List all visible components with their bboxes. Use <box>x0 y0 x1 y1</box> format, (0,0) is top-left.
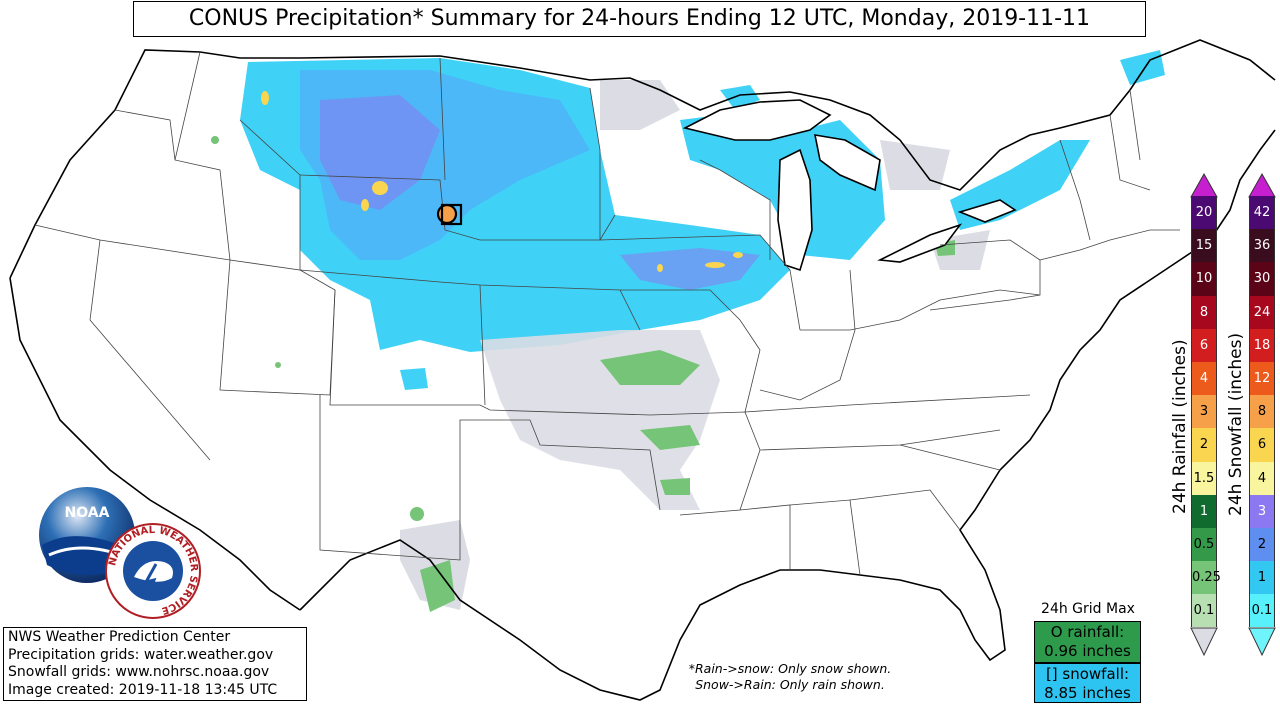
rain-scale-level-3: 3 <box>1191 395 1217 429</box>
map-boundaries <box>9 39 1276 701</box>
snow-scale-bottom-cap <box>1248 627 1276 657</box>
snow-scale-level-2: 2 <box>1249 527 1275 562</box>
grid-max-snow-value: 8.85 inches <box>1044 684 1131 702</box>
rainfall-shading <box>211 136 955 612</box>
snow-scale-level-30: 30 <box>1249 262 1275 296</box>
snow-scale-level-24: 24 <box>1249 295 1275 329</box>
snow-scale-level-36: 36 <box>1249 229 1275 263</box>
note-line: Snow->Rain: Only rain shown. <box>695 677 885 692</box>
credits-line: Image created: 2019-11-18 13:45 UTC <box>8 681 278 698</box>
grid-max-snowfall: [] snowfall: 8.85 inches <box>1034 663 1141 703</box>
heavy-snow-spots <box>261 91 743 272</box>
snow-scale-level-3: 3 <box>1249 494 1275 528</box>
square-marker-icon <box>440 203 463 226</box>
noaa-logo-text: NOAA <box>65 505 110 521</box>
credits-line: Snowfall grids: www.nohrsc.noaa.gov <box>8 664 270 680</box>
nws-logo: NATIONAL WEATHER SERVICE <box>105 523 201 619</box>
rain-scale-top-cap <box>1190 172 1218 198</box>
rain-scale-level-0-1: 0.1 <box>1191 594 1217 628</box>
grid-max-markers <box>436 203 463 226</box>
rain-scale-level-2: 2 <box>1191 428 1217 462</box>
rain-scale-level-10: 10 <box>1191 262 1217 296</box>
snow-scale-level-42: 42 <box>1249 196 1275 230</box>
rain-scale-level-4: 4 <box>1191 361 1217 396</box>
grid-max-snow-label: [] snowfall: <box>1045 665 1130 683</box>
rain-scale-level-6: 6 <box>1191 328 1217 362</box>
snow-scale-top-cap <box>1248 172 1276 198</box>
map-title: CONUS Precipitation* Summary for 24-hour… <box>133 1 1146 37</box>
rainfall-colorbar: 20 15 10 8 6 4 3 2 1.5 1 0.5 0.25 0.1 <box>1191 196 1221 628</box>
credits-line: NWS Weather Prediction Center <box>8 629 231 645</box>
rain-scale-level-0-25: 0.25 <box>1191 561 1221 595</box>
snow-scale-level-1: 1 <box>1249 561 1275 595</box>
rain-scale-level-1: 1 <box>1191 494 1217 528</box>
note-line: *Rain->snow: Only snow shown. <box>688 661 892 676</box>
snow-scale-level-6: 6 <box>1249 428 1275 462</box>
snowfall-scale-label: 24h Snowfall (inches) <box>1226 332 1246 516</box>
grid-max-rainfall: O rainfall: 0.96 inches <box>1034 621 1141 663</box>
rain-scale-level-15: 15 <box>1191 229 1217 263</box>
rainfall-scale-label: 24h Rainfall (inches) <box>1170 339 1190 514</box>
grid-max-heading: 24h Grid Max <box>1041 601 1135 617</box>
circle-marker-icon <box>436 203 458 225</box>
grid-max-rain-value: 0.96 inches <box>1044 642 1131 660</box>
rain-snow-note: *Rain->snow: Only snow shown. Snow->Rain… <box>640 661 940 693</box>
great-lakes <box>682 99 1017 272</box>
rain-scale-level-20: 20 <box>1191 196 1217 230</box>
snow-scale-level-18: 18 <box>1249 328 1275 362</box>
rain-scale-level-8: 8 <box>1191 295 1217 329</box>
snow-scale-level-8: 8 <box>1249 395 1275 429</box>
snow-scale-level-0-1: 0.1 <box>1249 594 1275 628</box>
rain-scale-level-0-5: 0.5 <box>1191 527 1217 562</box>
snow-scale-level-4: 4 <box>1249 461 1275 495</box>
credits-line: Precipitation grids: water.weather.gov <box>8 646 274 663</box>
state-lines <box>34 51 1180 576</box>
credits-box: NWS Weather Prediction Center Precipitat… <box>3 627 307 701</box>
snow-scale-level-12: 12 <box>1249 361 1275 396</box>
rain-scale-level-1-5: 1.5 <box>1191 461 1217 495</box>
rain-scale-bottom-cap <box>1190 627 1218 657</box>
snowfall-colorbar: 42 36 30 24 18 12 8 6 4 3 2 1 0.1 <box>1249 196 1275 628</box>
grid-max-rain-label: O rainfall: <box>1050 623 1125 641</box>
